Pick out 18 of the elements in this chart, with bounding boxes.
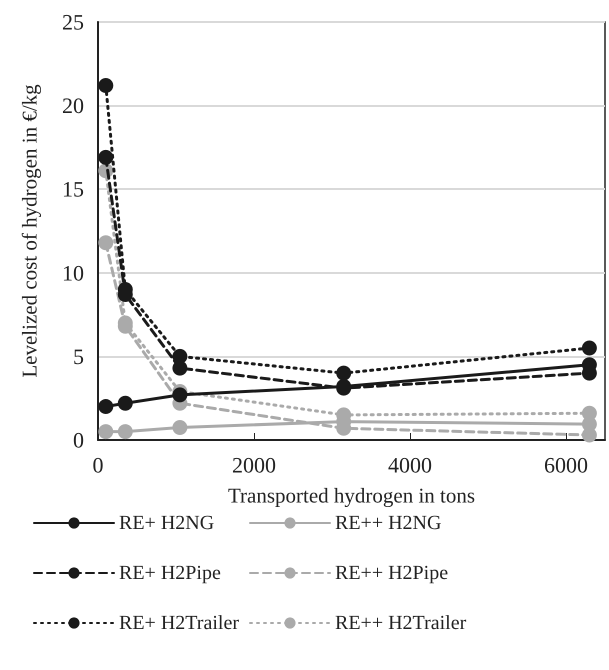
legend-label: RE++ H2NG: [335, 512, 442, 534]
legend-label: RE+ H2Trailer: [119, 612, 240, 634]
y-axis-title: Levelized cost of hydrogen in €/kg: [18, 84, 42, 378]
legend-label: RE++ H2Trailer: [335, 612, 467, 634]
x-axis-title: Transported hydrogen in tons: [228, 484, 476, 508]
y-tick-label: 15: [62, 176, 84, 202]
x-tick-label: 2000: [232, 452, 276, 478]
y-tick-label: 10: [62, 260, 84, 286]
legend-label: RE++ H2Pipe: [335, 562, 448, 584]
x-tick-label: 6000: [544, 452, 588, 478]
legend-label: RE+ H2Pipe: [119, 562, 221, 584]
y-tick-label: 20: [62, 93, 84, 118]
y-tick-label: 0: [73, 428, 84, 452]
x-tick-label: 4000: [388, 452, 432, 478]
x-tick-label: 0: [92, 452, 104, 478]
y-tick-label: 5: [73, 344, 84, 369]
legend-label: RE+ H2NG: [119, 512, 214, 534]
y-tick-label: 25: [62, 10, 84, 34]
